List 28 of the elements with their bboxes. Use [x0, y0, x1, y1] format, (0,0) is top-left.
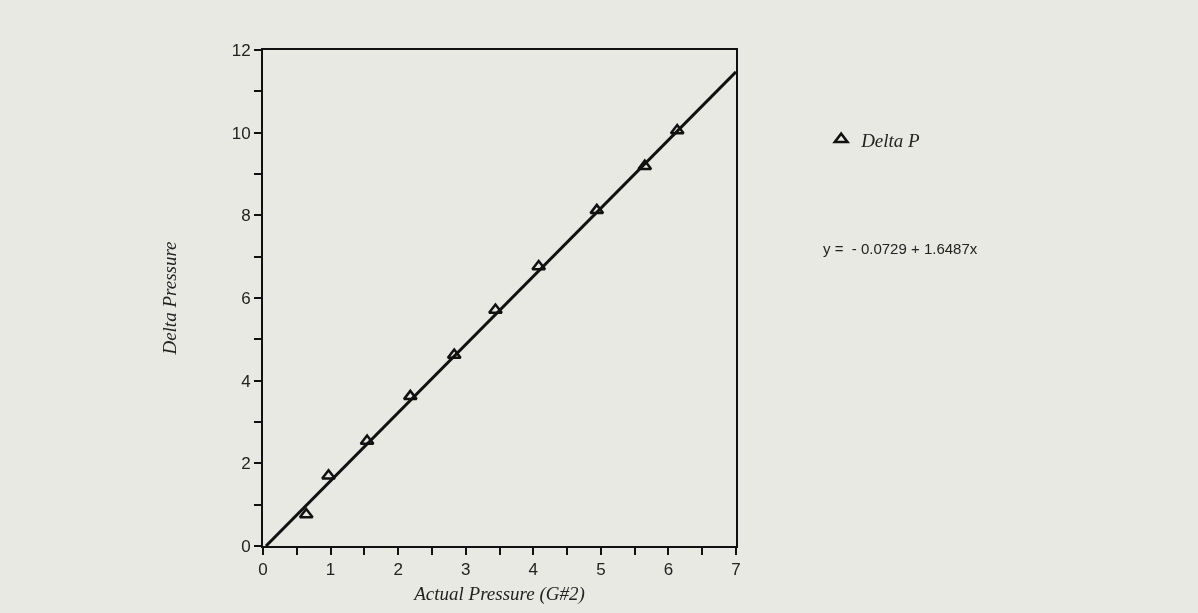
x-tick-label: 1: [325, 560, 336, 580]
y-tick-label: 0: [241, 536, 251, 556]
point: [531, 259, 547, 271]
x-tick-label: 2: [393, 560, 403, 580]
point: [402, 389, 418, 401]
point: [669, 123, 685, 135]
point: [446, 348, 462, 360]
x-tick-label: 7: [731, 560, 741, 580]
point: [298, 507, 314, 519]
x-tick-label: 6: [663, 560, 674, 580]
x-tick-label: 3: [460, 560, 471, 580]
y-tick-label: 10: [231, 123, 251, 143]
x-axis-title: Actual Pressure (G#2): [412, 582, 585, 605]
point: [359, 434, 375, 446]
y-axis-title: Delta Pressure: [159, 241, 181, 356]
y-tick-label: 4: [241, 371, 251, 391]
point: [320, 468, 337, 480]
legend-label: Delta P: [860, 129, 921, 151]
y-tick-label: 12: [231, 40, 251, 60]
x-tick-label: 4: [528, 560, 539, 580]
x-tick-label: 0: [258, 560, 268, 580]
y-tick-label: 8: [241, 206, 251, 226]
point: [589, 203, 605, 215]
text: y = - 0.0729 + 1.6487x: [823, 240, 978, 257]
point: [637, 159, 653, 171]
y-tick-label: 6: [241, 288, 251, 308]
y-tick-label: 2: [241, 454, 251, 474]
x-tick-label: 5: [596, 560, 606, 580]
